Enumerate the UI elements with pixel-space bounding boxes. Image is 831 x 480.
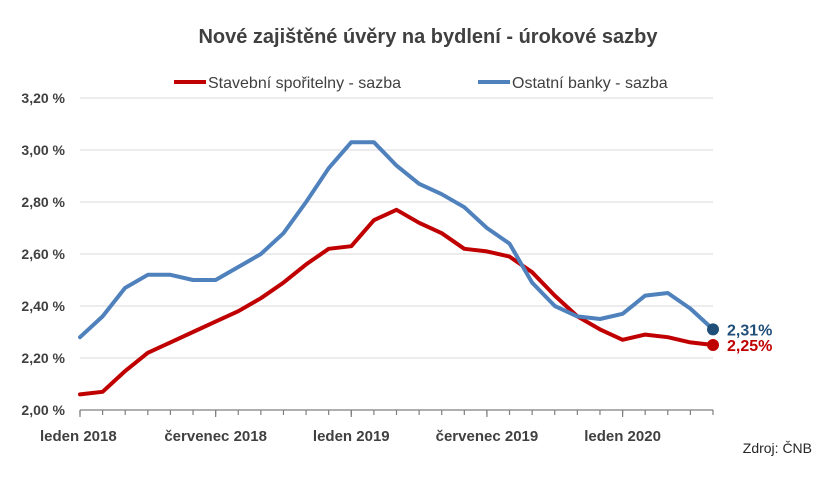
y-tick-label: 3,00 % [21,142,65,158]
x-tick-label: červenec 2018 [164,428,267,445]
series-line-1 [78,140,715,340]
chart-title: Nové zajištěné úvěry na bydlení - úrokov… [198,26,658,48]
gridlines [80,97,713,359]
y-tick-label: 2,20 % [21,350,65,366]
y-tick-label: 2,80 % [21,194,65,210]
y-tick-label: 2,00 % [21,402,65,418]
y-tick-label: 3,20 % [21,90,65,106]
series-end-label-1: 2,31% [727,322,772,339]
series-end-marker-0 [707,339,719,351]
y-tick-label: 2,60 % [21,246,65,262]
x-tick-label: leden 2018 [40,428,117,445]
y-tick-label: 2,40 % [21,298,65,314]
end-labels: 2,25%2,31% [707,322,772,355]
series-end-marker-1 [707,323,719,336]
x-tick-label: leden 2020 [584,428,661,445]
x-tick-label: červenec 2019 [436,428,539,445]
series-lines [78,140,715,397]
series-end-label-0: 2,25% [727,338,772,355]
x-tick-label: leden 2019 [313,428,390,445]
series-line-0 [78,207,715,397]
legend: Stavební spořitelny - sazba Ostatní bank… [174,75,668,92]
legend-label-stavebni: Stavební spořitelny - sazba [208,75,401,92]
y-axis-ticks: 2,00 % 2,20 % 2,40 % 2,60 % 2,80 % 3,00 % 3,20… [21,90,65,418]
x-axis: leden 2018 červenec 2018 leden 2019 červene… [40,409,714,445]
legend-label-ostatni: Ostatní banky - sazba [512,75,668,92]
source-note: Zdroj: ČNB [743,440,812,456]
